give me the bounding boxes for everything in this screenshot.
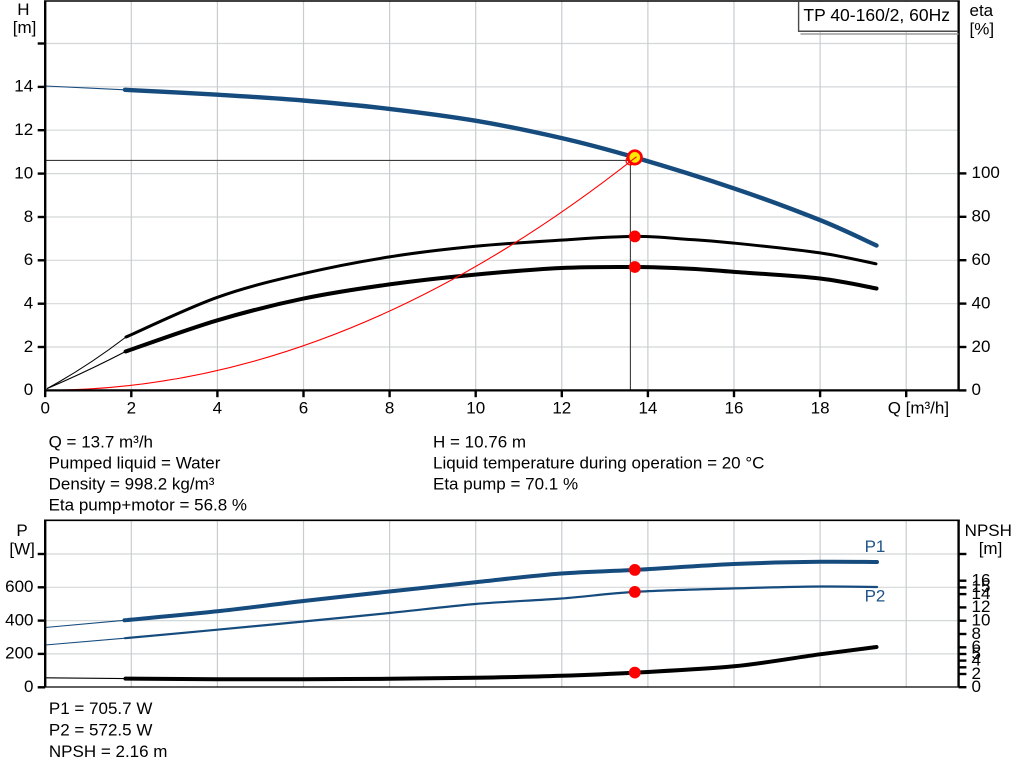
svg-text:8: 8 bbox=[972, 624, 981, 643]
svg-text:P2 = 572.5 W: P2 = 572.5 W bbox=[49, 720, 152, 739]
svg-text:Density = 998.2 kg/m³: Density = 998.2 kg/m³ bbox=[49, 474, 215, 493]
svg-text:2: 2 bbox=[24, 337, 33, 356]
svg-text:4: 4 bbox=[213, 398, 222, 417]
svg-text:400: 400 bbox=[5, 610, 33, 629]
svg-text:8: 8 bbox=[385, 398, 394, 417]
svg-text:40: 40 bbox=[972, 293, 991, 312]
svg-text:100: 100 bbox=[972, 163, 1000, 182]
svg-text:H: H bbox=[17, 0, 29, 19]
svg-text:12: 12 bbox=[14, 120, 33, 139]
svg-text:Q [m³/h]: Q [m³/h] bbox=[888, 398, 949, 417]
svg-text:10: 10 bbox=[14, 163, 33, 182]
svg-text:8: 8 bbox=[24, 207, 33, 226]
svg-text:[%]: [%] bbox=[970, 19, 995, 38]
svg-text:0: 0 bbox=[24, 380, 33, 399]
svg-text:10: 10 bbox=[972, 611, 991, 630]
svg-text:2: 2 bbox=[127, 398, 136, 417]
svg-text:16: 16 bbox=[972, 571, 991, 590]
svg-text:P: P bbox=[16, 521, 27, 540]
svg-text:Pumped liquid = Water: Pumped liquid = Water bbox=[49, 453, 221, 472]
svg-text:200: 200 bbox=[5, 644, 33, 663]
svg-text:10: 10 bbox=[466, 398, 485, 417]
svg-text:4: 4 bbox=[24, 293, 33, 312]
svg-text:Liquid temperature during oper: Liquid temperature during operation = 20… bbox=[433, 453, 764, 472]
svg-text:6: 6 bbox=[299, 398, 308, 417]
svg-text:14: 14 bbox=[14, 77, 33, 96]
svg-text:TP 40-160/2, 60Hz: TP 40-160/2, 60Hz bbox=[803, 5, 950, 25]
svg-text:14: 14 bbox=[972, 584, 991, 603]
svg-text:[m]: [m] bbox=[13, 18, 37, 37]
svg-text:[m]: [m] bbox=[979, 539, 1003, 558]
svg-text:12: 12 bbox=[552, 398, 571, 417]
svg-text:12: 12 bbox=[972, 597, 991, 616]
svg-text:eta: eta bbox=[970, 1, 994, 20]
svg-text:Eta pump = 70.1 %: Eta pump = 70.1 % bbox=[433, 474, 578, 493]
svg-text:0: 0 bbox=[972, 677, 981, 696]
svg-text:Q = 13.7 m³/h: Q = 13.7 m³/h bbox=[49, 432, 153, 451]
svg-text:6: 6 bbox=[24, 250, 33, 269]
svg-text:14: 14 bbox=[638, 398, 657, 417]
svg-text:0: 0 bbox=[40, 398, 49, 417]
svg-text:600: 600 bbox=[5, 577, 33, 596]
svg-text:4: 4 bbox=[972, 650, 981, 669]
svg-text:P2: P2 bbox=[865, 587, 886, 606]
svg-text:20: 20 bbox=[972, 337, 991, 356]
svg-text:Eta pump+motor = 56.8 %: Eta pump+motor = 56.8 % bbox=[49, 495, 247, 514]
svg-text:P1: P1 bbox=[865, 537, 886, 556]
svg-text:15: 15 bbox=[972, 577, 991, 596]
svg-text:[W]: [W] bbox=[9, 540, 35, 559]
svg-text:18: 18 bbox=[811, 398, 830, 417]
svg-text:6: 6 bbox=[972, 637, 981, 656]
svg-text:16: 16 bbox=[725, 398, 744, 417]
svg-text:0: 0 bbox=[24, 677, 33, 696]
svg-text:5: 5 bbox=[972, 644, 981, 663]
svg-text:80: 80 bbox=[972, 207, 991, 226]
svg-text:0: 0 bbox=[972, 380, 981, 399]
svg-text:NPSH = 2.16 m: NPSH = 2.16 m bbox=[49, 742, 168, 761]
svg-text:60: 60 bbox=[972, 250, 991, 269]
svg-text:NPSH: NPSH bbox=[965, 521, 1012, 540]
svg-text:H = 10.76 m: H = 10.76 m bbox=[433, 432, 526, 451]
svg-text:P1 = 705.7 W: P1 = 705.7 W bbox=[49, 699, 152, 718]
svg-text:2: 2 bbox=[972, 664, 981, 683]
